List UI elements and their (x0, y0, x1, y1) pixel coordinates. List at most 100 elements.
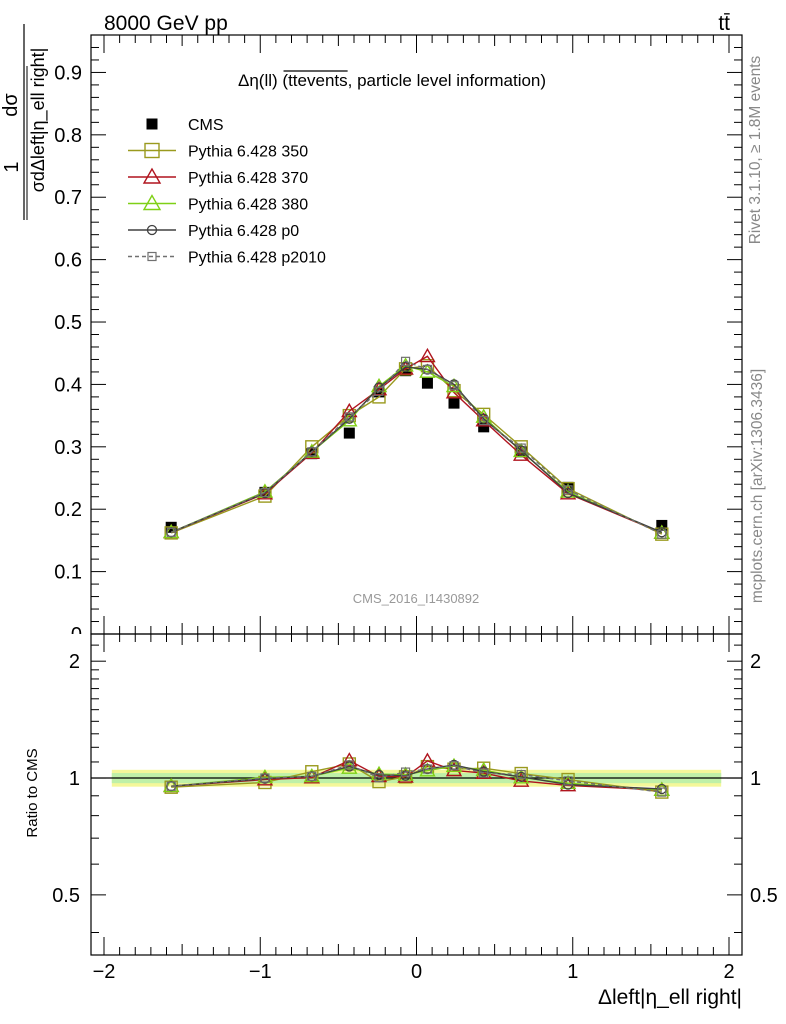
data-point (166, 527, 176, 537)
ratio-y-tick-label-right: 1 (750, 768, 761, 790)
data-point (514, 440, 528, 454)
x-tick-label: 0 (411, 961, 422, 983)
ratio-point (563, 776, 573, 786)
legend-marker (147, 251, 157, 262)
ratio-point (419, 752, 436, 767)
main-y-tick-label: 0.3 (54, 437, 82, 459)
plot-title-overline: events (298, 71, 348, 90)
x-tick-label: −2 (93, 961, 116, 983)
series-line (170, 355, 663, 534)
main-y-tick-label: 0.5 (54, 312, 82, 334)
legend-marker (142, 167, 162, 184)
ratio-point (657, 787, 667, 797)
ratio-point (514, 766, 528, 781)
x-axis: −2 −1 0 1 2 (93, 35, 735, 983)
process-label: tt̄ (718, 12, 730, 35)
x-tick-label: −1 (249, 961, 272, 983)
data-point (260, 487, 270, 497)
data-point (343, 427, 355, 439)
series-pythia-6-428-370 (162, 347, 671, 539)
ratio-point (344, 760, 354, 770)
legend-marker (142, 194, 162, 211)
series-pythia-6-428-350 (164, 358, 669, 541)
legend-label: Pythia 6.428 350 (188, 144, 308, 161)
legend-item: Pythia 6.428 370 (128, 167, 308, 187)
rivet-label: Rivet 3.1.10, ≥ 1.8M events (747, 55, 764, 244)
ratio-y-tick-label: 1 (69, 768, 80, 790)
main-y-tick-label: 0.7 (54, 187, 82, 209)
legend: CMS Pythia 6.428 350 Pythia 6.428 370 Pythi… (128, 117, 326, 267)
plot-title: Δη(ll) (ttevents, particle level informa… (238, 71, 546, 90)
energy-label: 8000 GeV pp (104, 12, 228, 35)
ratio-point (449, 761, 459, 771)
ratio-line (171, 764, 662, 793)
main-y-tick-label: 0.4 (54, 374, 82, 396)
main-y-axis: 0 0.1 0.2 0.3 0.4 0.5 0.6 0.7 0.8 0.9 (54, 46, 742, 646)
main-y-tick-label: 0.8 (54, 125, 82, 147)
series-line (170, 366, 663, 533)
y-label-one: 1 (1, 161, 23, 172)
ratio-point (479, 768, 489, 778)
legend-label: Pythia 6.428 p2010 (188, 250, 326, 267)
mcplots-label: mcplots.cern.ch [arXiv:1306.3436] (749, 369, 766, 603)
legend-marker (146, 224, 158, 236)
legend-label: Pythia 6.428 p0 (188, 223, 299, 240)
legend-marker (144, 142, 160, 159)
series-line (170, 364, 663, 535)
data-point (344, 412, 354, 422)
data-point (448, 397, 460, 409)
legend-item: Pythia 6.428 380 (128, 194, 308, 214)
legend-label: CMS (188, 117, 224, 134)
data-point (400, 356, 411, 366)
main-y-tick-label: 0.2 (54, 499, 82, 521)
ratio-y-tick-label: 0.5 (52, 885, 80, 907)
data-point (479, 416, 489, 426)
series-pythia-6-428-p0 (166, 361, 667, 538)
ratio-point (655, 785, 669, 799)
legend-item: Pythia 6.428 350 (128, 142, 308, 161)
legend-item: Pythia 6.428 p2010 (128, 250, 326, 267)
data-point (563, 485, 573, 495)
data-point (478, 421, 490, 433)
analysis-watermark: CMS_2016_I1430892 (353, 591, 480, 606)
data-point (164, 526, 178, 540)
series-line (170, 364, 663, 534)
ratio-point (307, 771, 317, 781)
main-y-tick-label: 0.9 (54, 62, 82, 84)
legend-label: Pythia 6.428 370 (188, 170, 308, 187)
data-point (657, 529, 667, 539)
legend-item: Pythia 6.428 p0 (128, 223, 299, 240)
y-label-numerator: dσ (0, 93, 22, 117)
ratio-series-group (162, 752, 671, 799)
ratio-y-tick-label-right: 0.5 (750, 885, 778, 907)
ratio-y-tick-label-right: 2 (750, 651, 761, 673)
main-y-tick-label: 0.1 (54, 562, 82, 584)
ratio-y-tick-label: 2 (69, 651, 80, 673)
legend-item: CMS (146, 117, 224, 134)
ratio-point (400, 767, 411, 777)
main-y-tick-label: 0.6 (54, 250, 82, 272)
data-point (449, 381, 459, 391)
ratio-point (516, 769, 526, 780)
data-point (341, 402, 358, 418)
x-axis-label: Δleft|η_ell right| (598, 986, 742, 1009)
data-point (421, 377, 433, 389)
main-series-group (162, 347, 671, 541)
series-pythia-6-428-p2010 (166, 356, 667, 539)
ratio-point (260, 773, 270, 783)
x-tick-label: 2 (723, 961, 734, 983)
ratio-plot-frame (90, 633, 743, 956)
x-tick-label: 1 (567, 961, 578, 983)
plot-title-suffix: , particle level information) (348, 71, 546, 90)
series-line (170, 360, 663, 535)
plot-title-prefix: Δη(ll) (tt (238, 71, 298, 90)
series-cms (165, 365, 668, 533)
ratio-line (171, 759, 662, 791)
legend-marker (146, 118, 158, 130)
series-pythia-6-428-380 (162, 357, 671, 539)
main-y-axis-label: 1 dσ σdΔleft|η_ell right| (0, 24, 49, 220)
data-point (307, 447, 317, 457)
data-point (516, 443, 526, 453)
main-y-tick-label: 0 (71, 624, 82, 646)
